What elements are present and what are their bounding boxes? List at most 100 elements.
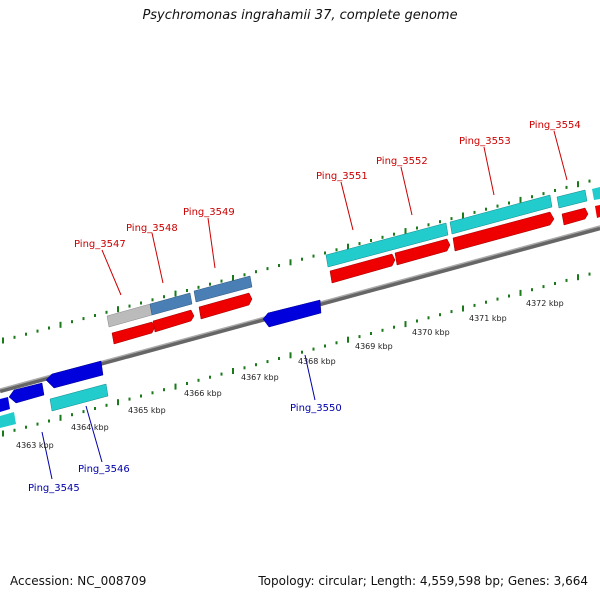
major-tick (232, 368, 234, 374)
minor-tick (71, 413, 73, 417)
minor-tick (36, 422, 39, 426)
cds-ping-3549[interactable] (198, 292, 253, 320)
leader-ping-3546 (85, 405, 103, 463)
minor-tick (151, 391, 154, 395)
cds-ping-3554[interactable] (561, 207, 589, 226)
minor-tick (48, 419, 50, 423)
cds-ping-3552[interactable] (394, 238, 451, 266)
minor-tick (542, 285, 545, 289)
gene-edge-left[interactable] (0, 397, 10, 412)
minor-tick (25, 332, 27, 336)
gene-ping-3545-reverse[interactable] (8, 382, 45, 404)
minor-tick (565, 185, 568, 189)
minor-tick (301, 350, 303, 354)
minor-tick (588, 272, 591, 276)
label-ping-3552: Ping_3552 (376, 156, 428, 167)
minor-tick (381, 235, 384, 239)
cds-ping-3547[interactable] (111, 321, 156, 345)
leader-ping-3552 (400, 166, 413, 216)
gene-ping-3549[interactable] (193, 275, 253, 303)
label-ping-3554: Ping_3554 (529, 120, 581, 131)
minor-tick (220, 372, 223, 376)
minor-tick (94, 314, 96, 317)
minor-tick (565, 278, 568, 282)
minor-tick (450, 217, 453, 221)
tick-label-4364: 4364 kbp (71, 423, 109, 432)
gene-next[interactable] (592, 187, 600, 200)
major-tick (404, 228, 407, 235)
major-tick (519, 289, 522, 296)
minor-tick (531, 288, 533, 292)
gene-ping-3551[interactable] (325, 222, 449, 268)
minor-tick (324, 251, 326, 255)
minor-tick (496, 204, 499, 208)
gene-ping-3546-reverse[interactable] (45, 360, 104, 389)
leader-ping-3553 (483, 146, 495, 196)
minor-tick (82, 317, 85, 321)
minor-tick (82, 410, 85, 414)
cds-ping-3548[interactable] (152, 309, 195, 333)
minor-tick (105, 403, 108, 407)
minor-tick (473, 210, 476, 214)
minor-tick (140, 394, 142, 398)
genome-title: Psychromonas ingrahamii 37, complete gen… (142, 8, 458, 23)
tick-label-4367: 4367 kbp (241, 373, 279, 382)
minor-tick (416, 319, 418, 323)
label-ping-3553: Ping_3553 (459, 136, 511, 147)
major-tick (174, 383, 177, 390)
gene-ping-3553[interactable] (449, 194, 553, 235)
minor-tick (439, 220, 441, 224)
cds-ping-3551[interactable] (329, 253, 396, 284)
kbp-labels: 4363 kbp 4364 kbp 4365 kbp 4366 kbp 4367… (16, 299, 564, 450)
gene-edge-left-cyan[interactable] (0, 412, 16, 428)
minor-tick (370, 332, 372, 335)
gene-ping-3554[interactable] (556, 189, 588, 209)
minor-tick (13, 428, 16, 432)
tick-label-4369: 4369 kbp (355, 342, 393, 351)
tick-label-4372: 4372 kbp (526, 299, 564, 308)
reverse-gene-track (0, 299, 322, 428)
accession-text: Accession: NC_008709 (10, 574, 147, 588)
minor-tick (485, 207, 487, 211)
major-tick (2, 430, 4, 437)
minor-tick (243, 273, 246, 277)
gene-ping-3548[interactable] (149, 292, 193, 316)
minor-tick (381, 328, 384, 332)
minor-tick (335, 341, 338, 345)
lower-tick-track (2, 272, 591, 437)
label-ping-3546: Ping_3546 (78, 464, 130, 475)
minor-tick (209, 375, 211, 379)
minor-tick (427, 223, 430, 227)
minor-tick (255, 270, 257, 274)
gene-ping-3546[interactable] (49, 383, 109, 412)
cds-ping-3553[interactable] (452, 211, 555, 252)
minor-tick (128, 304, 131, 308)
cds-next[interactable] (595, 205, 600, 218)
minor-tick (416, 226, 418, 230)
major-tick (347, 336, 349, 343)
minor-tick (508, 201, 510, 205)
gene-ping-3550[interactable] (262, 299, 322, 328)
minor-tick (140, 301, 142, 305)
minor-tick (324, 344, 326, 348)
label-ping-3548: Ping_3548 (126, 223, 178, 234)
leader-ping-3548 (151, 232, 164, 284)
label-ping-3545: Ping_3545 (28, 483, 80, 494)
major-tick (289, 352, 292, 359)
minor-tick (278, 264, 280, 267)
minor-tick (531, 195, 533, 199)
minor-tick (13, 335, 16, 339)
minor-tick (197, 378, 200, 382)
minor-tick (278, 357, 280, 360)
upper-tick-track (2, 179, 591, 344)
minor-tick (105, 310, 108, 314)
label-ping-3549: Ping_3549 (183, 207, 235, 218)
major-tick (174, 290, 177, 297)
major-tick (462, 305, 464, 312)
minor-tick (496, 297, 499, 301)
minor-tick (588, 179, 591, 183)
minor-tick (163, 388, 165, 392)
minor-tick (370, 239, 372, 242)
major-tick (577, 274, 579, 281)
